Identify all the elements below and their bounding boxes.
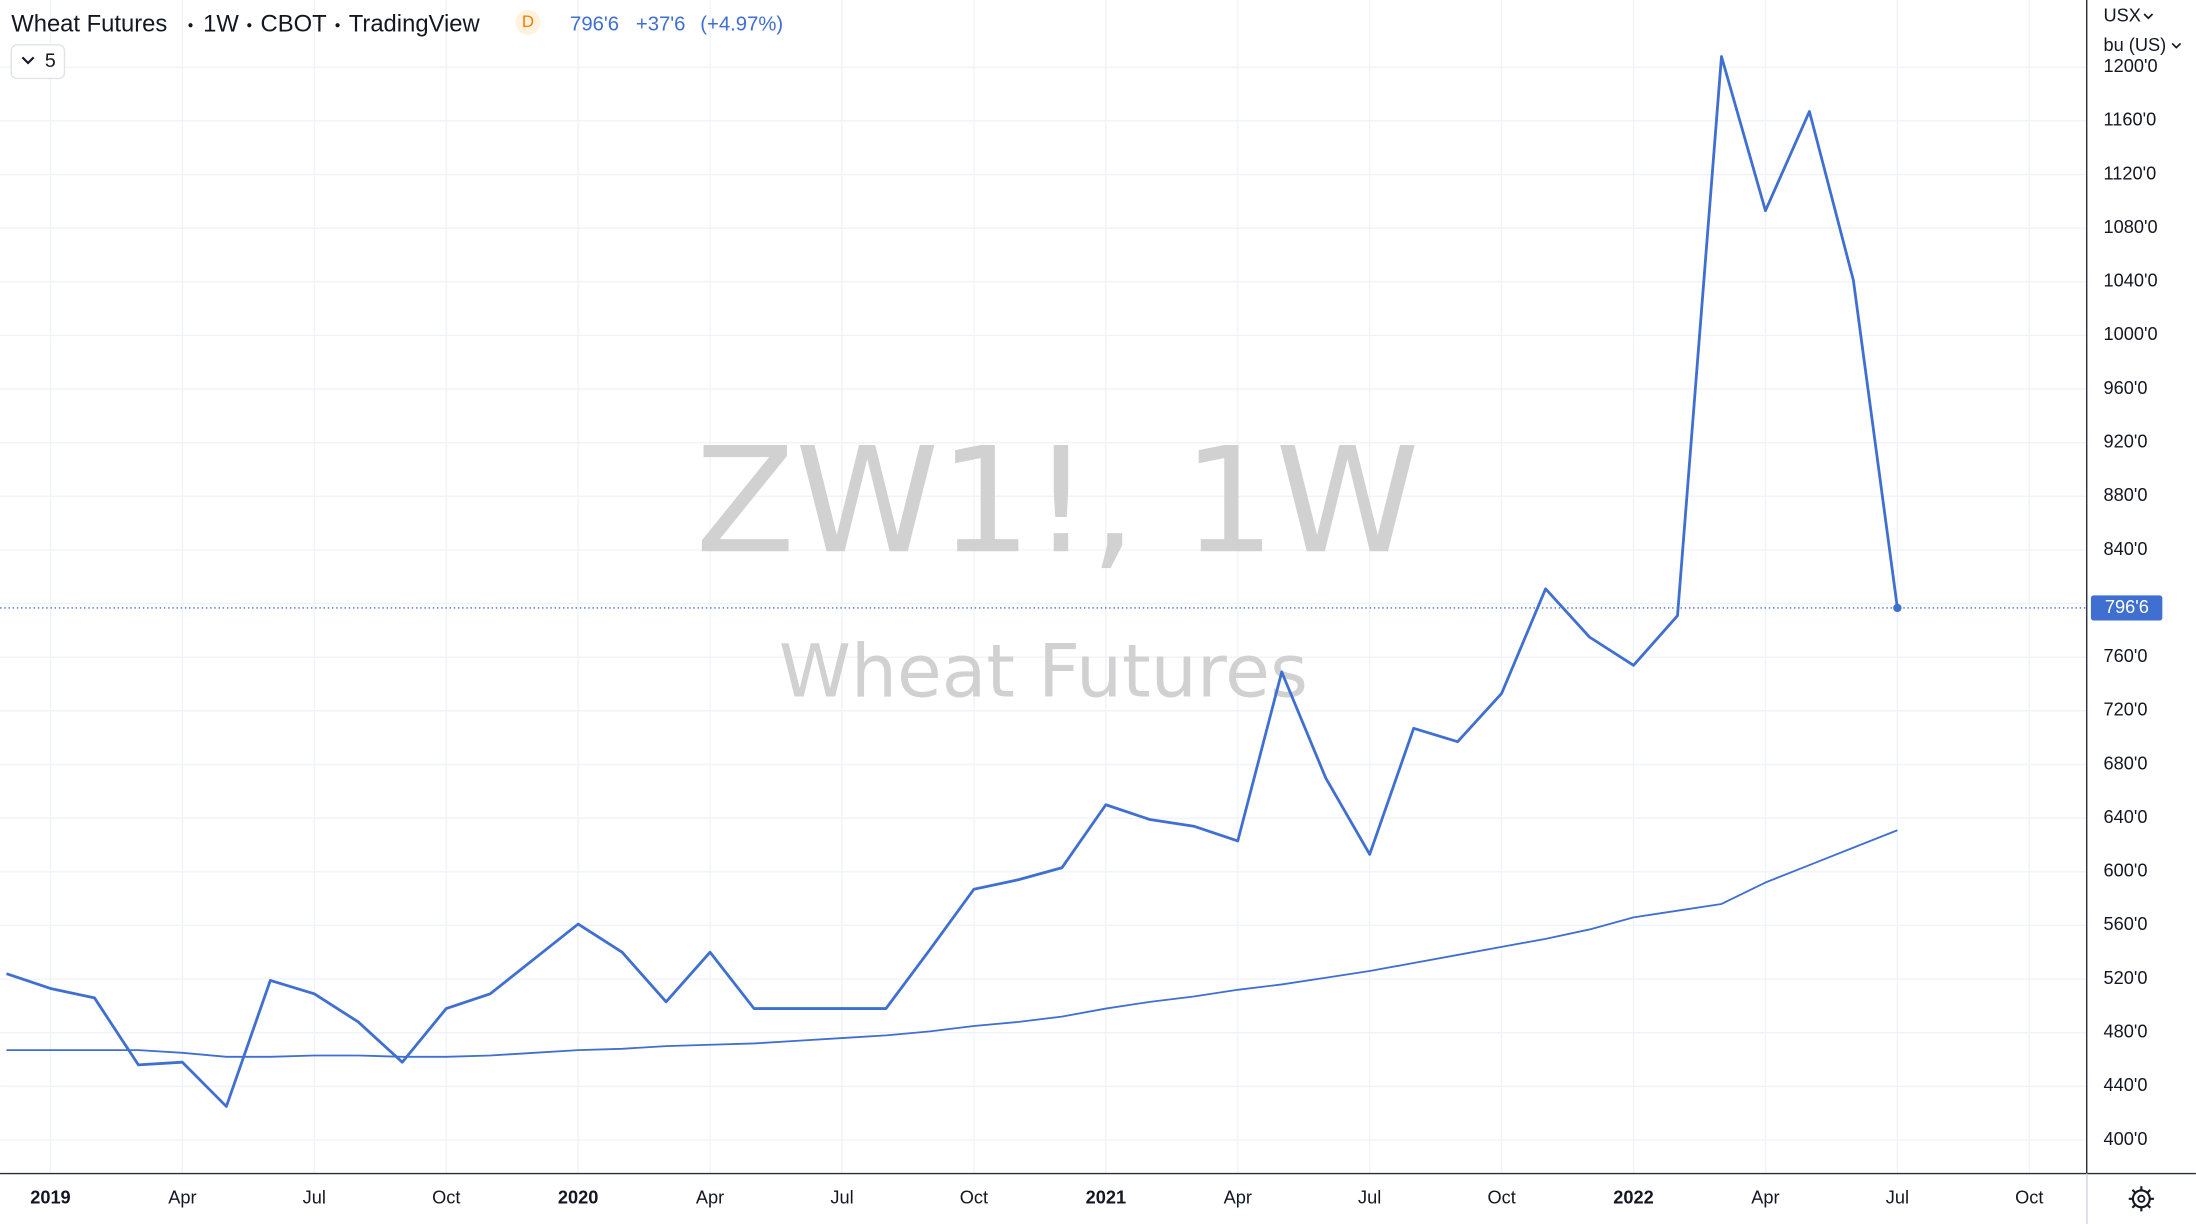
- header-last-price: 796'6: [570, 14, 619, 36]
- separator: [247, 23, 252, 28]
- y-tick-label: 640'0: [2104, 807, 2148, 827]
- last-point: [1893, 603, 1902, 613]
- x-tick-label: Oct: [2015, 1188, 2043, 1208]
- x-tick-label: 2022: [1613, 1188, 1653, 1208]
- watermark-symbol: ZW1!, 1W: [695, 417, 1419, 586]
- gear-teeth: [2128, 1186, 2154, 1212]
- x-tick-label: Oct: [1487, 1188, 1515, 1208]
- x-tick-label: Oct: [960, 1188, 988, 1208]
- unit[interactable]: bu (US): [2104, 35, 2167, 55]
- y-tick-label: 1120'0: [2104, 163, 2157, 183]
- y-tick-label: 1040'0: [2104, 271, 2158, 291]
- x-tick-label: 2020: [558, 1188, 598, 1208]
- settings-gear[interactable]: [2128, 1186, 2154, 1212]
- source: TradingView: [349, 10, 481, 37]
- chevron-icon: [2171, 42, 2182, 49]
- x-tick-label: Jul: [1886, 1188, 1909, 1208]
- x-tick-label: 2019: [30, 1188, 70, 1208]
- x-tick-label: Apr: [696, 1188, 724, 1208]
- y-tick-label: 960'0: [2104, 378, 2148, 398]
- interval[interactable]: 1W: [203, 10, 239, 37]
- y-tick-label: 1160'0: [2104, 110, 2157, 130]
- indicator-count[interactable]: 5: [45, 50, 56, 72]
- y-tick-label: 1080'0: [2104, 217, 2158, 237]
- badge-bg: [515, 9, 541, 36]
- y-tick-label: 880'0: [2104, 485, 2148, 505]
- chevron-icon: [21, 56, 35, 65]
- exchange: CBOT: [261, 10, 327, 37]
- symbol-title[interactable]: Wheat Futures: [11, 10, 167, 37]
- y-tick-label: 480'0: [2104, 1022, 2148, 1042]
- x-tick-label: Oct: [432, 1188, 460, 1208]
- y-tick-label: 720'0: [2104, 700, 2148, 720]
- x-tick-label: Apr: [1224, 1188, 1252, 1208]
- y-tick-label: 840'0: [2104, 539, 2148, 559]
- unit-bg: [2088, 0, 2196, 62]
- indicator-toggle[interactable]: [10, 44, 66, 80]
- price-line: [6, 55, 1899, 1108]
- y-tick-label: 1000'0: [2104, 324, 2158, 344]
- x-tick-label: Apr: [168, 1188, 196, 1208]
- watermark-name: Wheat Futures: [779, 629, 1308, 714]
- x-tick-label: Jul: [303, 1188, 326, 1208]
- y-tick-label: 760'0: [2104, 646, 2148, 666]
- separator: [188, 23, 193, 28]
- y-tick-label: 560'0: [2104, 914, 2148, 934]
- header-change: +37'6: [636, 14, 686, 36]
- separator: [335, 23, 340, 28]
- badge[interactable]: D: [522, 12, 534, 31]
- chevron-icon: [2143, 13, 2154, 20]
- x-tick-label: Jul: [830, 1188, 853, 1208]
- gear-hub: [2137, 1194, 2146, 1203]
- header-change-percent: (+4.97%): [700, 14, 783, 36]
- price-label: 796'6: [2105, 597, 2149, 617]
- grid: [0, 0, 2087, 1174]
- y-tick-label: 440'0: [2104, 1075, 2148, 1095]
- currency[interactable]: USX: [2104, 6, 2141, 26]
- x-tick-label: Jul: [1358, 1188, 1381, 1208]
- y-tick-label: 400'0: [2104, 1129, 2148, 1149]
- y-tick-label: 920'0: [2104, 431, 2148, 451]
- y-tick-label: 600'0: [2104, 861, 2148, 881]
- x-tick-label: Apr: [1751, 1188, 1779, 1208]
- y-tick-label: 680'0: [2104, 753, 2148, 773]
- y-tick-label: 520'0: [2104, 968, 2148, 988]
- x-tick-label: 2021: [1086, 1188, 1126, 1208]
- moving-average-line: [6, 829, 1898, 1058]
- y-tick-label: 1200'0: [2104, 56, 2158, 76]
- price-label-bg: [2090, 595, 2163, 621]
